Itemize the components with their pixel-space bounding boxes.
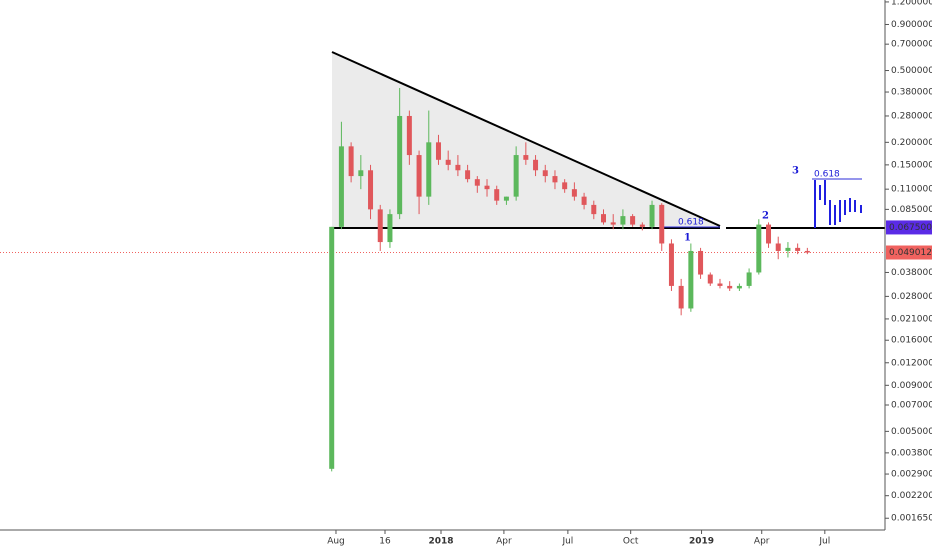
y-tick-label: 0.00700000	[891, 401, 932, 411]
candle-body	[377, 209, 383, 243]
candle-body	[426, 142, 432, 197]
candle-body	[766, 224, 772, 244]
candle-body	[503, 196, 509, 201]
trend-line	[331, 51, 721, 227]
candle-body	[659, 204, 665, 244]
x-tick-label: Aug	[327, 537, 345, 547]
y-tick-label: 0.01600000	[891, 336, 932, 346]
candle-body	[571, 189, 577, 197]
candle-body	[445, 159, 451, 165]
candle-body	[348, 146, 354, 177]
y-tick-label: 0.11000000	[891, 185, 932, 195]
y-tick-label: 0.03800000	[891, 268, 932, 278]
y-tick-label: 0.50000000	[891, 66, 932, 76]
candle-body	[649, 204, 655, 227]
candle-body	[678, 285, 684, 309]
candle-body	[513, 155, 519, 197]
candle-body	[591, 204, 597, 215]
candle-body	[523, 155, 529, 160]
candle-body	[620, 216, 626, 225]
y-tick-label: 0.70000000	[891, 40, 932, 50]
y-tick-label: 0.08500000	[891, 205, 932, 215]
candle-body	[736, 285, 742, 289]
y-tick-label: 0.00500000	[891, 427, 932, 437]
y-tick-label: 1.20000000	[891, 0, 932, 7]
candle-body	[795, 247, 801, 251]
candle-body	[465, 170, 471, 180]
y-tick-label: 0.15000000	[891, 160, 932, 170]
candle-body	[406, 115, 412, 156]
y-tick-label: 0.90000000	[891, 20, 932, 30]
y-tick-label: 0.00900000	[891, 381, 932, 391]
x-tick-label: Apr	[496, 537, 512, 547]
projection	[814, 180, 862, 228]
x-tick-label: Jul	[561, 537, 573, 547]
candle-body	[542, 170, 548, 177]
candle-body	[368, 170, 374, 210]
candle-body	[698, 250, 704, 275]
candle-body	[494, 189, 500, 201]
y-tick-label: 0.20000000	[891, 138, 932, 148]
last-price-tag	[886, 245, 932, 260]
candle-body	[435, 142, 441, 160]
last-price-label: 0.04901228	[889, 248, 932, 258]
y-tick-label: 0.02100000	[891, 314, 932, 324]
y-tick-label: 0.00380000	[891, 448, 932, 458]
x-tick-label: Apr	[754, 537, 770, 547]
x-tick-label: Oct	[623, 537, 639, 547]
candle-body	[804, 250, 810, 253]
level-label: 0.06750000	[889, 223, 932, 233]
candle-body	[756, 224, 762, 273]
candle-body	[581, 196, 587, 205]
candle-body	[639, 224, 645, 227]
candle-body	[358, 170, 364, 177]
y-tick-label: 0.00165000	[891, 514, 932, 524]
annotation: 2	[762, 211, 769, 222]
y-tick-label: 0.02800000	[891, 292, 932, 302]
candle-body	[727, 285, 733, 289]
y-tick-label: 0.28000000	[891, 111, 932, 121]
candle-body	[338, 146, 344, 227]
candle-body	[387, 214, 393, 243]
y-tick-label: 0.00290000	[891, 470, 932, 480]
candle-body	[329, 226, 335, 469]
candle-body	[484, 185, 490, 190]
x-tick-label: 2019	[689, 537, 714, 547]
annotation: 0.618	[678, 218, 704, 228]
x-tick-label: 16	[379, 537, 391, 547]
candle-body	[610, 222, 616, 225]
candle-body	[601, 214, 606, 223]
annotation: 1	[684, 233, 691, 244]
candle-body	[688, 250, 694, 309]
x-tick-label: 2018	[428, 537, 453, 547]
y-tick-label: 0.01200000	[891, 358, 932, 368]
candle-body	[785, 247, 791, 251]
annotation: 3	[792, 166, 799, 177]
candle-body	[397, 115, 403, 215]
annotation: 0.618	[814, 170, 840, 180]
candle-body	[746, 272, 752, 286]
candle-body	[552, 176, 558, 183]
candle-body	[562, 182, 568, 190]
y-tick-label: 0.00220000	[891, 491, 932, 501]
candle-body	[668, 243, 674, 286]
candle-body	[474, 179, 480, 186]
candle-body	[416, 155, 422, 197]
candle-body	[707, 274, 713, 284]
candle-body	[533, 159, 539, 171]
y-tick-label: 0.38000000	[891, 88, 932, 98]
candle-body	[630, 216, 636, 225]
x-tick-label: Jul	[818, 537, 830, 547]
candle-body	[775, 243, 781, 251]
candle-body	[455, 164, 461, 171]
level-tag	[886, 220, 932, 235]
candle-body	[717, 283, 723, 286]
